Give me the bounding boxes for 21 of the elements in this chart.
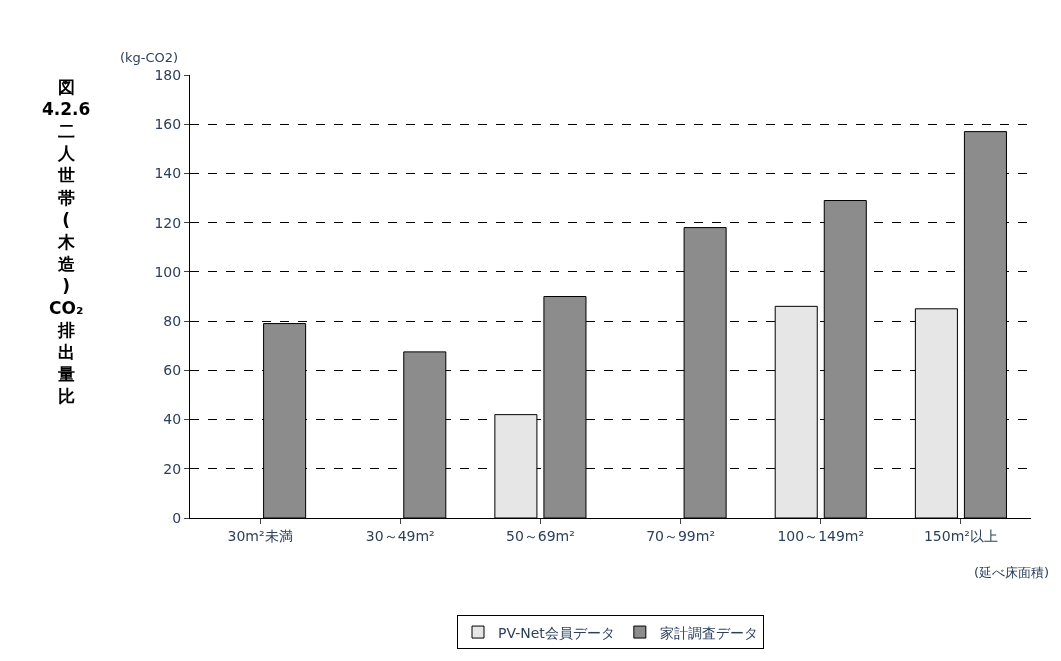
y-tick-label: 60 [163,362,182,379]
legend-label: 家計調査データ [659,624,758,641]
y-tick-label: 160 [154,116,182,133]
y-tick-label: 80 [163,313,182,330]
legend-label: PV-Net会員データ [498,624,615,641]
x-tick-label: 50～69m² [505,527,575,544]
y-tick-label: 180 [154,66,182,83]
x-tick-label: 30m²未満 [227,527,293,544]
chart-title: 図4.2.6二人世帯(木造)CO₂排出量比 [42,77,91,407]
y-tick-label: 100 [154,263,182,280]
y-tick-label: 120 [154,214,182,231]
x-tick-label: 70～99m² [646,527,716,544]
x-axis-title: (延べ床面積) [974,565,1050,580]
y-axis-title: (kg-CO2) [120,50,179,65]
y-tick-label: 0 [172,509,182,526]
y-tick-label: 20 [163,460,182,477]
x-tick-label: 100～149m² [777,527,865,544]
x-tick-label: 150m²以上 [923,527,998,544]
y-tick-label: 140 [154,165,182,182]
x-tick-label: 30～49m² [365,527,435,544]
y-tick-label: 40 [163,411,182,428]
